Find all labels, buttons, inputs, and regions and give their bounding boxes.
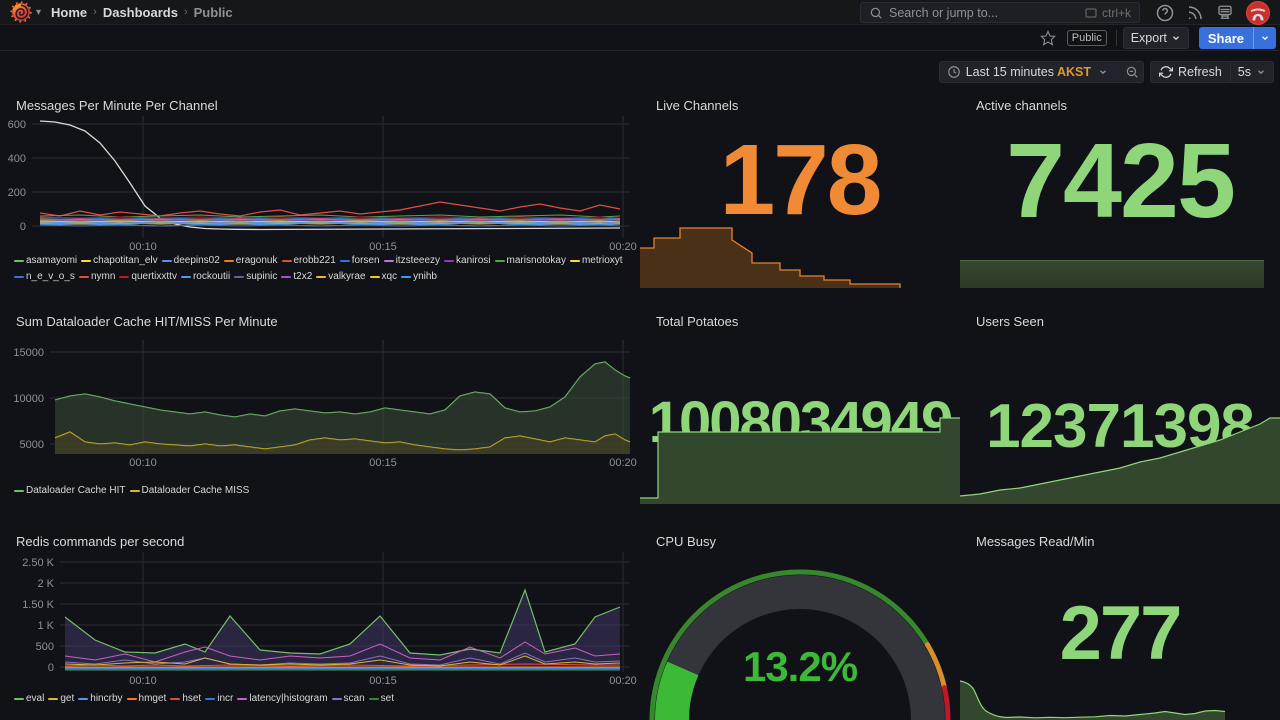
- svg-text:5000: 5000: [20, 439, 44, 451]
- svg-text:00:10: 00:10: [129, 675, 157, 687]
- svg-text:00:20: 00:20: [609, 241, 637, 253]
- svg-text:1.50 K: 1.50 K: [22, 599, 54, 611]
- svg-text:2 K: 2 K: [37, 578, 54, 590]
- svg-text:500: 500: [36, 641, 54, 653]
- svg-text:00:15: 00:15: [369, 675, 397, 687]
- svg-text:600: 600: [8, 119, 26, 131]
- svg-text:2.50 K: 2.50 K: [22, 557, 54, 569]
- svg-text:00:15: 00:15: [369, 241, 397, 253]
- svg-text:00:20: 00:20: [609, 457, 637, 469]
- svg-text:00:20: 00:20: [609, 675, 637, 687]
- svg-text:1 K: 1 K: [37, 620, 54, 632]
- svg-text:10000: 10000: [13, 393, 44, 405]
- svg-text:0: 0: [20, 221, 26, 233]
- svg-text:200: 200: [8, 187, 26, 199]
- svg-text:00:10: 00:10: [129, 457, 157, 469]
- svg-text:00:10: 00:10: [129, 241, 157, 253]
- svg-text:15000: 15000: [13, 347, 44, 359]
- svg-text:400: 400: [8, 153, 26, 165]
- svg-text:00:15: 00:15: [369, 457, 397, 469]
- svg-text:0: 0: [48, 662, 54, 674]
